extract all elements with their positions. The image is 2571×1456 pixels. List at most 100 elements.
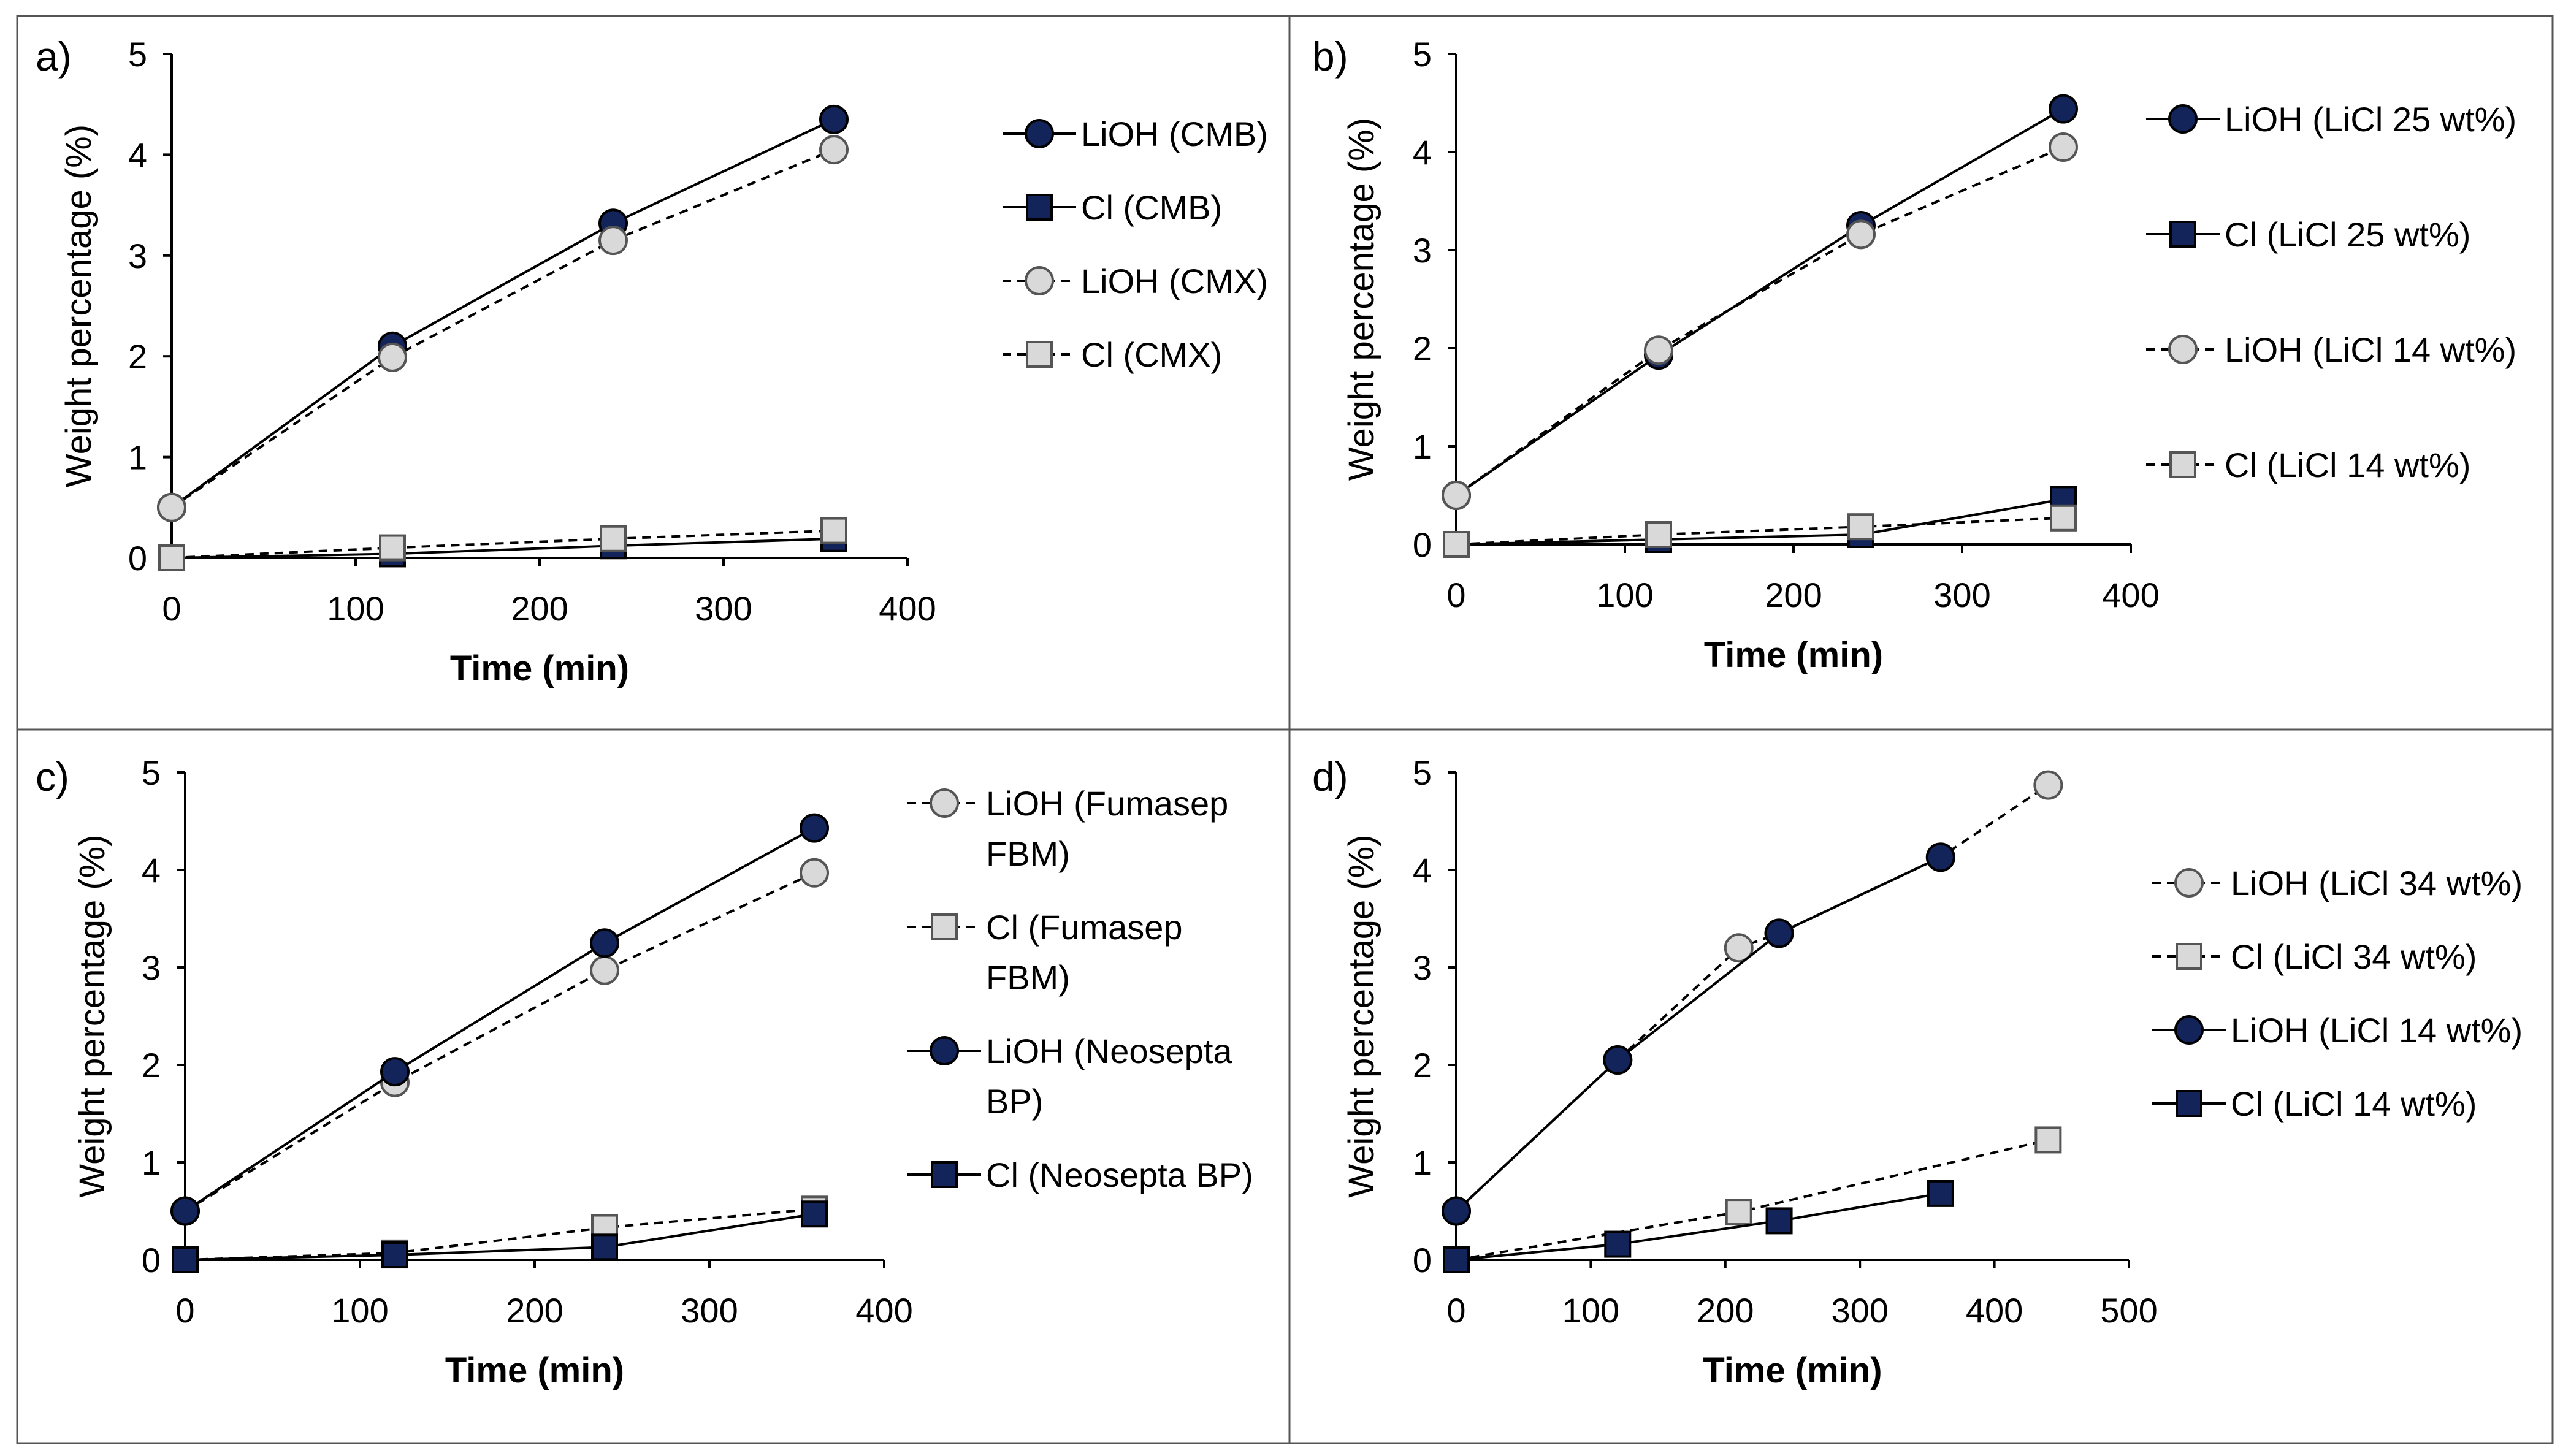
y-tick-label: 4 [142, 851, 161, 890]
series-cl-cmx [158, 517, 847, 571]
legend-label: FBM) [986, 834, 1070, 873]
series-cl-neosepta-bp [172, 1200, 828, 1273]
panel-label: d) [1312, 754, 1348, 799]
data-point [1927, 1180, 1954, 1207]
x-tick-label: 400 [1966, 1291, 2023, 1330]
legend-marker [2168, 104, 2198, 134]
data-point [1725, 1199, 1752, 1226]
x-axis-title: Time (min) [1704, 635, 1883, 675]
legend-marker [1025, 119, 1054, 148]
x-tick-label: 0 [162, 589, 181, 628]
legend-label: LiOH (LiCl 14 wt%) [2231, 1011, 2523, 1050]
legend-label: Cl (LiCl 14 wt%) [2231, 1084, 2477, 1123]
legend-marker [1025, 266, 1054, 295]
y-tick-label: 1 [1413, 427, 1432, 466]
data-point [1644, 335, 1673, 365]
legend-entry: Cl (CMB) [1003, 188, 1222, 227]
x-tick-label: 300 [1933, 576, 1990, 614]
data-point [380, 1057, 410, 1087]
legend-marker [2168, 335, 2198, 364]
legend-label: Cl (Neosepta BP) [986, 1156, 1253, 1194]
legend-marker [930, 1036, 959, 1065]
panel-frames [16, 15, 2554, 1444]
y-tick-label: 1 [128, 438, 147, 477]
panel-a: a) 0 1 2 3 4 5 0 100 200 300 400 Time (min) Weight pe… [36, 34, 1268, 688]
data-point [2033, 770, 2063, 800]
x-tick-label: 0 [1446, 1291, 1465, 1330]
panel-c: c) 0 1 2 3 4 5 0 100 200 300 400 Time (min) Weight pe… [36, 753, 1253, 1390]
data-point [1765, 1207, 1793, 1235]
legend-entry: Cl (LiCl 25 wt%) [2146, 215, 2470, 254]
y-tick-label: 5 [128, 35, 147, 74]
data-point [801, 1200, 828, 1228]
data-point [1442, 481, 1471, 510]
data-point [1443, 1246, 1470, 1273]
y-tick-label: 2 [142, 1046, 161, 1084]
legend-entry: LiOH (LiCl 14 wt%) [2146, 330, 2516, 369]
legend-marker [931, 913, 958, 940]
legend-label: LiOH (LiCl 25 wt%) [2225, 100, 2516, 139]
legend-label: Cl (LiCl 34 wt%) [2231, 937, 2477, 976]
series-line [184, 871, 815, 1213]
y-tick-label: 4 [1413, 851, 1432, 890]
y-axis-title: Weight percentage (%) [1342, 834, 1381, 1197]
legend-label: LiOH (Neosepta [986, 1032, 1232, 1070]
legend-entry: Cl (LiCl 34 wt%) [2152, 937, 2477, 976]
y-tick-label: 0 [1413, 1241, 1432, 1279]
legend-label: LiOH (LiCl 14 wt%) [2225, 330, 2516, 369]
data-point [172, 1246, 199, 1273]
x-tick-label: 200 [1765, 576, 1822, 614]
series-line [1455, 107, 2064, 497]
legend-label: Cl (LiCl 14 wt%) [2225, 446, 2470, 484]
data-point [378, 342, 407, 372]
y-tick-label: 0 [142, 1241, 161, 1279]
series-line [1455, 856, 1941, 1212]
series-line [1456, 1192, 1941, 1261]
data-point [600, 525, 627, 552]
y-axis-title: Weight percentage (%) [59, 124, 99, 487]
legend-label: FBM) [986, 958, 1070, 997]
panel-d: d) 0 1 2 3 4 5 0 100 200 300 400 500 Time (min) Weight… [1312, 753, 2523, 1390]
data-point [1846, 219, 1876, 250]
series-line [1456, 498, 2064, 546]
data-point [157, 492, 186, 522]
y-tick-label: 5 [1413, 35, 1432, 74]
y-tick-label: 0 [1413, 525, 1432, 564]
x-axis-title: Time (min) [445, 1351, 624, 1390]
y-tick-label: 4 [1413, 133, 1432, 172]
legend-entry: Cl (LiCl 14 wt%) [2146, 446, 2470, 484]
y-tick-label: 1 [1413, 1143, 1432, 1182]
legend-label: Cl (CMB) [1081, 188, 1222, 227]
series-line [1455, 146, 2064, 497]
data-point [1604, 1230, 1632, 1258]
legend-entry: LiOH (CMB) [1003, 115, 1268, 153]
legend-label: LiOH (CMB) [1081, 115, 1268, 153]
legend-label: Cl (Fumasep [986, 908, 1183, 947]
y-tick-label: 3 [1413, 948, 1432, 987]
legend-label: Cl (CMX) [1081, 335, 1222, 374]
legend-marker [2176, 943, 2202, 970]
legend-marker [930, 788, 959, 818]
y-tick-label: 3 [142, 948, 161, 987]
legend-entry: Cl (LiCl 14 wt%) [2152, 1084, 2477, 1123]
x-tick-label: 400 [2102, 576, 2159, 614]
series-line [185, 1213, 815, 1261]
y-tick-label: 0 [128, 539, 147, 577]
y-tick-label: 3 [128, 237, 147, 275]
data-point [158, 544, 185, 571]
y-tick-label: 2 [1413, 1046, 1432, 1084]
data-point [590, 955, 619, 985]
y-tick-label: 2 [1413, 329, 1432, 368]
panel-label: c) [36, 754, 69, 799]
x-tick-label: 200 [1697, 1291, 1754, 1330]
data-point [2049, 132, 2078, 162]
x-tick-label: 300 [681, 1291, 738, 1330]
x-tick-label: 100 [327, 589, 384, 628]
y-tick-label: 4 [128, 135, 147, 174]
data-point [1443, 531, 1470, 558]
y-tick-label: 3 [1413, 231, 1432, 270]
x-tick-label: 200 [506, 1291, 563, 1330]
y-tick-label: 2 [128, 337, 147, 376]
y-tick-label: 5 [1413, 753, 1432, 792]
data-point [1645, 521, 1672, 548]
